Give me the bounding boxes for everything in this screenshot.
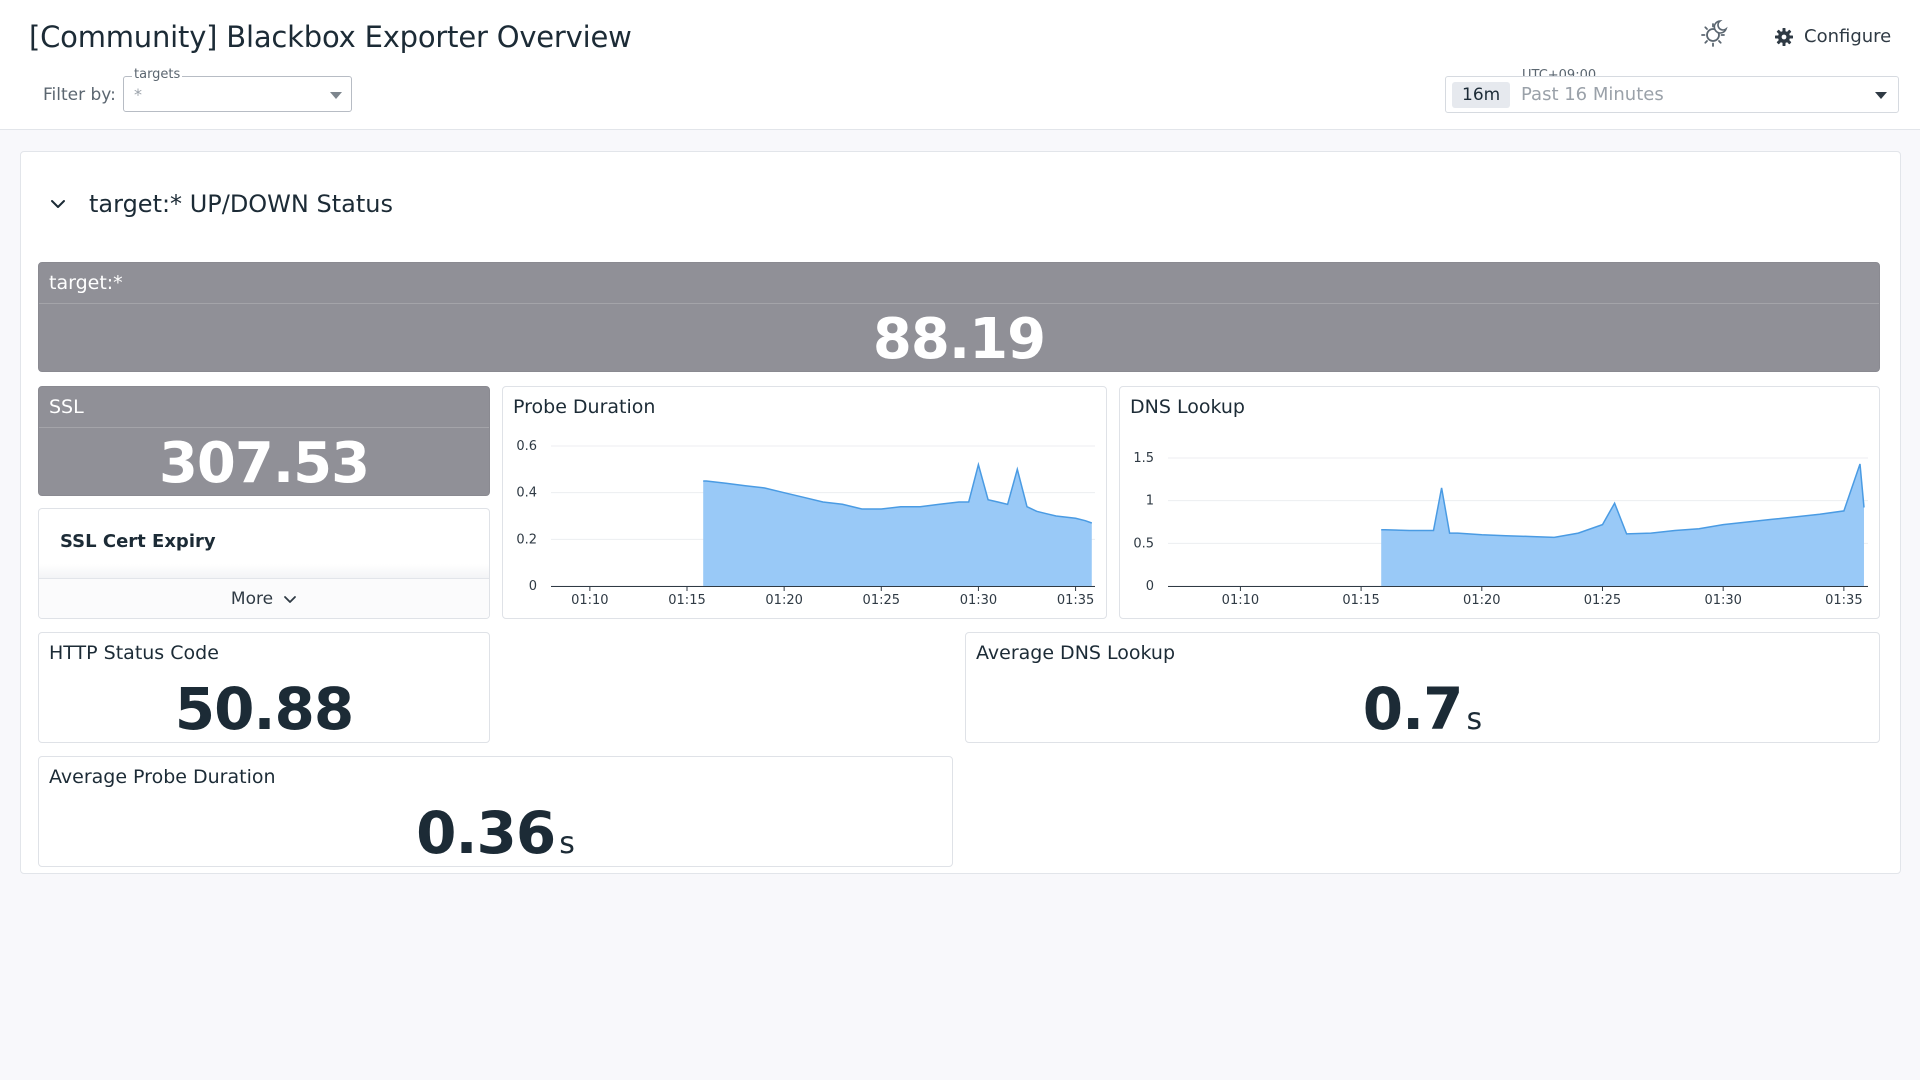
y-tick-label: 1.5 [1133, 451, 1154, 466]
widget-title: DNS Lookup [1130, 396, 1245, 418]
widget-title: Probe Duration [513, 396, 656, 418]
x-tick-label: 01:35 [1825, 593, 1862, 608]
series-line [703, 461, 1093, 524]
ssl-stat-widget[interactable]: SSL 307.53 [38, 386, 490, 496]
caret-down-icon [330, 92, 342, 99]
x-tick-label: 01:20 [1463, 593, 1500, 608]
widget-divider [39, 303, 1879, 304]
more-label: More [230, 588, 274, 609]
x-tick-label: 01:10 [571, 593, 608, 608]
dns-lookup-chart-widget[interactable]: DNS Lookup 0 0.5 1 1.5 01:10 01:15 01:20 01:25 0… [1119, 386, 1880, 619]
y-tick-label: 0.2 [516, 532, 537, 547]
gear-icon [1775, 27, 1793, 46]
stat-value-container: 0.36 s [39, 799, 952, 867]
configure-label: Configure [1804, 26, 1892, 47]
widget-title: Average DNS Lookup [976, 642, 1176, 664]
x-tick-label: 01:25 [863, 593, 900, 608]
average-probe-duration-widget[interactable]: Average Probe Duration 0.36 s [38, 756, 953, 867]
filter-label: Filter by: [43, 85, 116, 105]
target-stat-widget[interactable]: target:* 88.19 [38, 262, 1880, 372]
http-status-code-widget[interactable]: HTTP Status Code 50.88 [38, 632, 490, 743]
probe-duration-chart-widget[interactable]: Probe Duration 0 0.2 0.4 0.6 01:10 01:15 01:20… [502, 386, 1107, 619]
widget-divider [39, 427, 489, 428]
y-tick-label: 0.6 [516, 439, 537, 454]
more-button[interactable]: More [39, 578, 489, 618]
time-range-badge: 16m [1452, 82, 1511, 108]
stat-unit: s [559, 826, 575, 861]
content-fade [39, 564, 489, 578]
stat-value: 88.19 [872, 307, 1046, 372]
stat-value-container: 0.7 s [966, 675, 1879, 743]
widget-title: target:* [49, 272, 123, 294]
dns-lookup-chart: 0 0.5 1 1.5 01:10 01:15 01:20 01:25 01:30 01:35 [1133, 451, 1868, 608]
y-tick-label: 0.4 [516, 486, 537, 501]
series-line [1381, 463, 1865, 539]
widget-title: SSL Cert Expiry [60, 531, 216, 552]
caret-down-icon [1875, 92, 1887, 99]
time-range-picker[interactable]: 16m Past 16 Minutes [1445, 76, 1899, 113]
stat-value: 307.53 [158, 431, 370, 496]
filter-value: * [134, 85, 142, 104]
chevron-down-icon [51, 200, 65, 208]
dashboard-header: [Community] Blackbox Exporter Overview F… [0, 0, 1920, 130]
y-tick-label: 0 [1146, 579, 1154, 594]
targets-filter-dropdown[interactable]: targets * [123, 67, 352, 112]
x-tick-label: 01:30 [960, 593, 997, 608]
configure-button[interactable]: Configure [1774, 26, 1891, 47]
page-title: [Community] Blackbox Exporter Overview [29, 20, 632, 54]
y-tick-label: 1 [1146, 494, 1154, 509]
x-tick-label: 01:25 [1584, 593, 1621, 608]
x-tick-label: 01:15 [668, 593, 705, 608]
stat-value: 50.88 [174, 675, 354, 743]
x-tick-label: 01:10 [1222, 593, 1259, 608]
status-group: target:* UP/DOWN Status target:* 88.19 S… [20, 151, 1901, 874]
y-tick-label: 0.5 [1133, 536, 1154, 551]
time-range-value: Past 16 Minutes [1521, 84, 1664, 105]
x-tick-label: 01:35 [1057, 593, 1094, 608]
x-tick-label: 01:20 [765, 593, 802, 608]
series-area [703, 464, 1092, 586]
widget-title: SSL [49, 396, 84, 418]
stat-value: 0.36 [416, 799, 556, 867]
group-toggle[interactable]: target:* UP/DOWN Status [49, 190, 393, 218]
stat-unit: s [1466, 702, 1483, 737]
widget-title: Average Probe Duration [49, 766, 276, 788]
probe-duration-chart: 0 0.2 0.4 0.6 01:10 01:15 01:20 01:25 01:30 01:35 [516, 439, 1095, 608]
average-dns-lookup-widget[interactable]: Average DNS Lookup 0.7 s [965, 632, 1880, 743]
sun-moon-icon[interactable] [1699, 18, 1729, 48]
ssl-cert-expiry-widget[interactable]: SSL Cert Expiry More [38, 508, 490, 619]
group-title: target:* UP/DOWN Status [89, 190, 393, 218]
y-tick-label: 0 [529, 579, 537, 594]
x-tick-label: 01:15 [1342, 593, 1379, 608]
filter-legend: targets [132, 67, 183, 82]
stat-value: 0.7 [1362, 675, 1464, 743]
chevron-down-icon [284, 595, 296, 603]
widget-title: HTTP Status Code [49, 642, 219, 664]
x-tick-label: 01:30 [1704, 593, 1741, 608]
